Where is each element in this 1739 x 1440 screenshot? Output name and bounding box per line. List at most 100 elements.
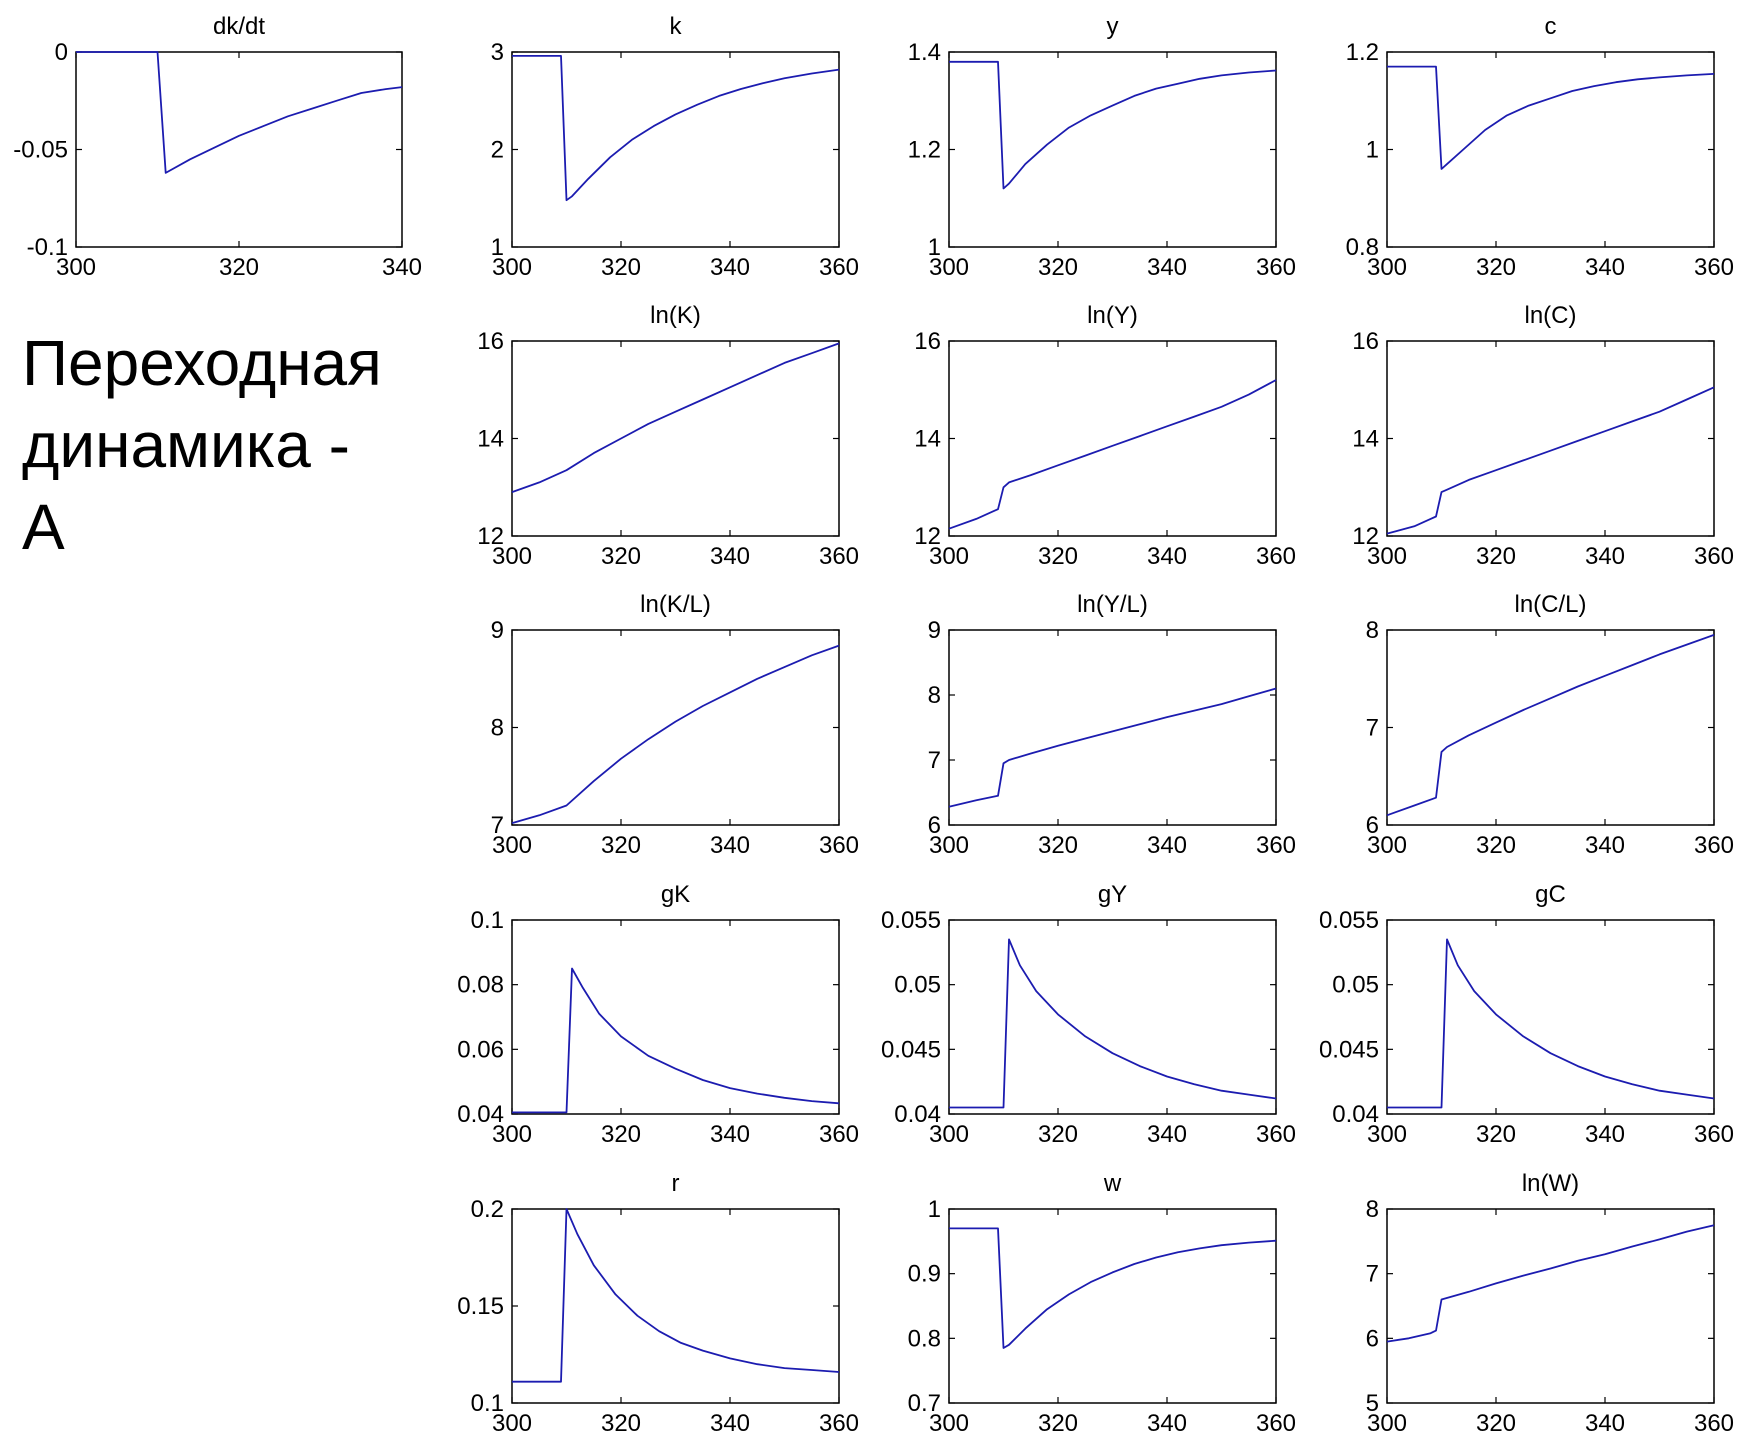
x-tick-label: 300: [492, 1410, 532, 1437]
subplot-k: 300 320 340 360 1 2 3 k: [491, 13, 859, 281]
x-tick-label: 360: [1694, 832, 1734, 859]
subplot-r: 300 320 340 360 0.1 0.15 0.2 r: [457, 1170, 859, 1437]
y-tick-label: -0.1: [27, 234, 68, 261]
x-tick-label: 340: [1585, 1410, 1625, 1437]
y-tick-label: 12: [477, 523, 504, 550]
y-tick-label: 8: [928, 682, 941, 709]
subplot-dkdt: 300 320 340 -0.1 -0.05 0 dk/dt: [13, 13, 422, 281]
y-tick-label: 7: [491, 812, 504, 839]
y-tick-label: 0.8: [908, 1325, 941, 1352]
y-tick-label: 8: [1366, 617, 1379, 644]
y-tick-label: -0.05: [13, 137, 68, 164]
x-tick-label: 340: [710, 1121, 750, 1148]
y-tick-label: 0.7: [908, 1390, 941, 1417]
x-tick-label: 360: [1694, 543, 1734, 570]
subplot-lnW: 300 320 340 360 5 6 7 8 ln(W): [1366, 1170, 1734, 1437]
x-tick-label: 320: [601, 254, 641, 281]
x-tick-label: 300: [492, 1121, 532, 1148]
series-line-k: [512, 55, 840, 202]
y-tick-label: 1.2: [1346, 39, 1379, 66]
x-tick-label: 340: [1585, 1121, 1625, 1148]
x-tick-label: 360: [1256, 832, 1296, 859]
subplot-title-lnK: ln(K): [650, 302, 701, 329]
x-tick-label: 300: [492, 254, 532, 281]
slide-heading: Переходная динамика - A: [22, 322, 382, 568]
subplot-title-lnW: ln(W): [1522, 1170, 1579, 1197]
x-tick-label: 340: [1585, 254, 1625, 281]
y-tick-label: 0: [55, 39, 68, 66]
series-line-gK: [512, 967, 840, 1114]
y-tick-label: 5: [1366, 1390, 1379, 1417]
x-tick-label: 320: [1038, 832, 1078, 859]
series-line-r: [512, 1208, 840, 1383]
x-tick-label: 340: [1585, 832, 1625, 859]
subplot-lnYL: 300 320 340 360 6 7 8 9 ln(Y/L): [928, 591, 1296, 859]
axes-box-lnC: [1386, 340, 1715, 537]
y-tick-label: 6: [928, 812, 941, 839]
heading-line-3: A: [22, 491, 65, 563]
y-tick-label: 0.8: [1346, 234, 1379, 261]
y-tick-label: 8: [491, 715, 504, 742]
x-tick-label: 320: [219, 254, 259, 281]
y-tick-label: 0.9: [908, 1261, 941, 1288]
subplot-title-lnC: ln(C): [1525, 302, 1577, 329]
y-tick-label: 14: [477, 426, 504, 453]
subplot-c: 300 320 340 360 0.8 1 1.2 c: [1346, 13, 1734, 281]
axes-box-c: [1386, 51, 1715, 248]
series-line-dkdt: [76, 51, 403, 174]
y-tick-label: 1: [491, 234, 504, 261]
axes-box-dkdt: [75, 51, 403, 248]
y-tick-label: 0.06: [457, 1036, 504, 1063]
y-tick-label: 9: [491, 617, 504, 644]
axes-box-lnKL: [511, 629, 840, 826]
axes-box-w: [948, 1208, 1277, 1404]
y-tick-label: 14: [1352, 426, 1379, 453]
y-tick-label: 7: [928, 747, 941, 774]
subplot-gC: 300 320 340 360 0.04 0.045 0.05 0.055 gC: [1319, 881, 1734, 1148]
x-tick-label: 360: [1256, 543, 1296, 570]
axes-box-gK: [511, 919, 840, 1115]
axes-box-lnK: [511, 340, 840, 537]
y-tick-label: 7: [1366, 715, 1379, 742]
x-tick-label: 320: [1476, 1121, 1516, 1148]
axes-box-r: [511, 1208, 840, 1404]
subplot-title-gC: gC: [1535, 881, 1566, 908]
subplot-gK: 300 320 340 360 0.04 0.06 0.08 0.1 gK: [457, 881, 859, 1148]
axes-box-k: [511, 51, 840, 248]
y-tick-label: 0.15: [457, 1293, 504, 1320]
y-tick-label: 0.05: [894, 972, 941, 999]
x-tick-label: 320: [601, 1410, 641, 1437]
x-tick-label: 340: [1147, 543, 1187, 570]
y-tick-label: 1.2: [908, 137, 941, 164]
x-tick-label: 340: [1585, 543, 1625, 570]
y-tick-label: 0.055: [1319, 907, 1379, 934]
x-tick-label: 300: [1367, 254, 1407, 281]
y-tick-label: 0.04: [894, 1101, 941, 1128]
x-tick-label: 340: [710, 832, 750, 859]
subplot-title-r: r: [672, 1170, 680, 1197]
axes-box-gY: [948, 919, 1277, 1115]
y-tick-label: 0.04: [1332, 1101, 1379, 1128]
x-tick-label: 300: [492, 543, 532, 570]
y-tick-label: 12: [914, 523, 941, 550]
subplot-w: 300 320 340 360 0.7 0.8 0.9 1 w: [908, 1170, 1296, 1437]
series-line-lnC: [1386, 386, 1715, 535]
x-tick-label: 360: [1694, 1121, 1734, 1148]
y-tick-label: 16: [914, 328, 941, 355]
series-line-gC: [1387, 938, 1715, 1109]
x-tick-label: 300: [1367, 832, 1407, 859]
x-tick-label: 360: [819, 832, 859, 859]
y-tick-label: 9: [928, 617, 941, 644]
x-tick-label: 300: [929, 254, 969, 281]
heading-line-1: Переходная: [22, 327, 382, 399]
subplot-lnKL: 300 320 340 360 7 8 9 ln(K/L): [491, 591, 859, 859]
series-line-y: [949, 60, 1277, 190]
y-tick-label: 1: [928, 1196, 941, 1223]
x-tick-label: 360: [819, 543, 859, 570]
series-line-lnY: [948, 379, 1277, 530]
y-tick-label: 16: [477, 328, 504, 355]
x-tick-label: 320: [1476, 254, 1516, 281]
series-line-lnK: [511, 342, 840, 493]
series-line-w: [949, 1227, 1277, 1349]
y-tick-label: 0.055: [881, 907, 941, 934]
